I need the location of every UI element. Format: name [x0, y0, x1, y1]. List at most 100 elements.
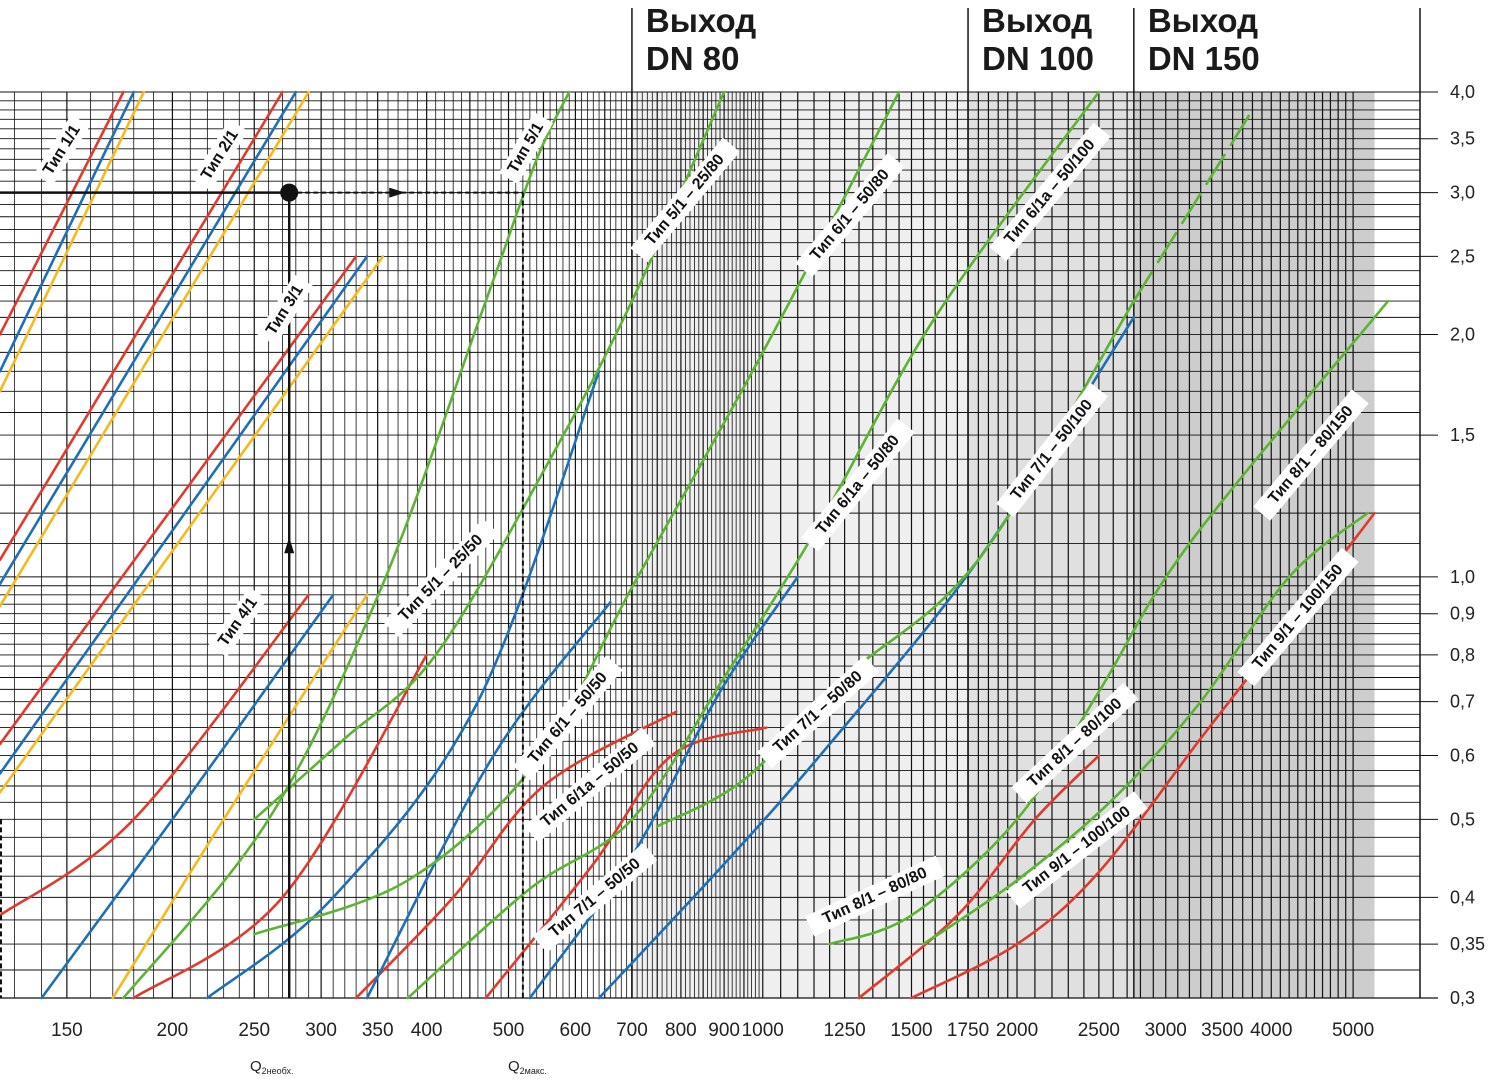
zone-header-line-1-0: Выход — [982, 2, 1093, 39]
series-line-4 — [0, 90, 298, 586]
x-tick-label-10: 900 — [708, 1020, 740, 1041]
curve-label-bg-6 — [630, 137, 740, 263]
series-line-21 — [406, 90, 1101, 1000]
curve-label-bg-13 — [757, 655, 879, 769]
zone-header-1: Выход DN 100 — [982, 2, 1094, 78]
curve-label-bg-1 — [192, 119, 248, 191]
series-line-24 — [828, 299, 1390, 946]
series-line-26 — [857, 754, 1101, 1000]
series-line-8 — [0, 255, 385, 794]
curve-label-bg-0 — [34, 114, 90, 186]
x-tick-label-20: 5000 — [1332, 1020, 1374, 1041]
curve-label-bg-18 — [1006, 791, 1148, 909]
y-tick-label-6: 0,8 — [1450, 645, 1475, 665]
zone-header-line-2-0: Выход — [1147, 2, 1259, 39]
zone-backgrounds — [631, 8, 1421, 998]
series-line-9 — [0, 593, 310, 917]
x-tick-label-2: 250 — [238, 1020, 270, 1041]
zone-header-0: Выход DN 80 — [646, 2, 756, 78]
curve-label-3: Тип 4/1 — [208, 586, 268, 658]
series-line-20 — [528, 575, 800, 1000]
zone-header-line-0-1: DN 80 — [645, 40, 740, 77]
y-tick-label-4: 0,6 — [1450, 746, 1475, 766]
example-arrow-right — [389, 187, 406, 198]
zone-0 — [631, 92, 969, 998]
y-tick-label-1: 0,35 — [1450, 934, 1485, 954]
x-tick-label-17: 3000 — [1145, 1020, 1187, 1041]
y-tick-label-7: 0,9 — [1450, 604, 1475, 624]
series-line-11 — [111, 593, 369, 1000]
x-tick-label-13: 1500 — [890, 1020, 932, 1041]
curve-label-bg-17 — [1253, 389, 1369, 521]
x-tick-label-12: 1250 — [823, 1020, 865, 1041]
zone-header-line-0-0: Выход — [645, 2, 757, 39]
x-tick-label-9: 800 — [665, 1020, 697, 1041]
curve-label-text-5: Тип 5/1 – 25/50 — [396, 531, 487, 624]
series-line-12 — [122, 90, 571, 1000]
y-tick-label-8: 1,0 — [1450, 567, 1475, 587]
series-line-18 — [252, 90, 901, 936]
series-line-10 — [40, 593, 335, 1000]
curve-label-2: Тип 3/1 — [257, 274, 313, 346]
series-line-0 — [0, 90, 125, 336]
x-tick-label-5: 400 — [411, 1020, 443, 1041]
x-tick-label-14: 1750 — [947, 1020, 989, 1041]
curve-label-bg-9 — [524, 727, 656, 843]
x-tick-label-3: 300 — [305, 1020, 337, 1041]
x-tick-label-8: 700 — [616, 1020, 648, 1041]
y-tick-label-9: 1,5 — [1450, 425, 1475, 445]
tick-labels: 150 200 250 300 350 400 500 600 700 800 900 1000 125… — [51, 82, 1485, 1041]
y-tick-label-14: 4,0 — [1450, 82, 1475, 102]
x-tick-label-1: 200 — [157, 1020, 189, 1041]
y-tick-label-0: 0,3 — [1450, 988, 1475, 1008]
example-arrow-up — [284, 537, 295, 554]
curve-label-bg-2 — [257, 274, 313, 346]
y-tick-label-13: 3,5 — [1450, 129, 1475, 149]
x-tick-label-11: 1000 — [742, 1020, 784, 1041]
x-tick-label-6: 500 — [493, 1020, 525, 1041]
series-line-2 — [0, 90, 146, 393]
series-line-25 — [1132, 108, 1254, 303]
y-tick-label-3: 0,5 — [1450, 809, 1475, 829]
x-tick-label-18: 3500 — [1201, 1020, 1243, 1041]
y-tick-label-12: 3,0 — [1450, 183, 1475, 203]
series-line-19 — [484, 726, 768, 1000]
curve-label-4: Тип 5/1 — [498, 112, 554, 184]
example-point — [280, 183, 299, 202]
series-line-16 — [354, 710, 678, 1000]
curve-label-bg-10 — [801, 418, 915, 552]
series-line-7 — [0, 255, 369, 775]
x-tick-label-19: 4000 — [1250, 1020, 1292, 1041]
curve-label-bg-3 — [208, 586, 268, 658]
x-tick-label-4: 350 — [362, 1020, 394, 1041]
curve-label-bg-12 — [532, 843, 658, 953]
zone-header-2: Выход DN 150 — [1148, 2, 1260, 78]
y-tick-label-11: 2,5 — [1450, 246, 1475, 266]
q-max-label: Q2макс. — [508, 1058, 547, 1076]
curve-label-bg-14 — [996, 382, 1108, 518]
series-line-6 — [0, 255, 358, 746]
zone-header-line-2-1: DN 150 — [1147, 40, 1260, 77]
x-tick-label-16: 2500 — [1078, 1020, 1120, 1041]
curve-label-bg-19 — [1237, 547, 1359, 687]
x-tick-label-15: 2000 — [996, 1020, 1038, 1041]
series-line-13 — [132, 653, 428, 1000]
curve-label-bg-8 — [795, 152, 905, 278]
q-required-label: Q2необх. — [250, 1058, 294, 1076]
curve-label-bg-4 — [498, 112, 554, 184]
series-line-17 — [365, 600, 612, 1000]
curve-label-bg-7 — [513, 655, 623, 781]
zone-header-line-1-1: DN 100 — [982, 40, 1094, 77]
curve-label-bg-11 — [989, 122, 1111, 262]
series-line-27 — [922, 511, 1369, 946]
series-line-3 — [0, 90, 284, 562]
curve-label-bg-15 — [805, 855, 945, 937]
y-tick-label-5: 0,7 — [1450, 692, 1475, 712]
y-tick-label-2: 0,4 — [1450, 887, 1475, 907]
x-tick-label-7: 600 — [560, 1020, 592, 1041]
series-line-5 — [0, 90, 310, 608]
example-lines — [0, 183, 524, 998]
y-tick-label-10: 2,0 — [1450, 324, 1475, 344]
series-line-1 — [0, 90, 136, 373]
